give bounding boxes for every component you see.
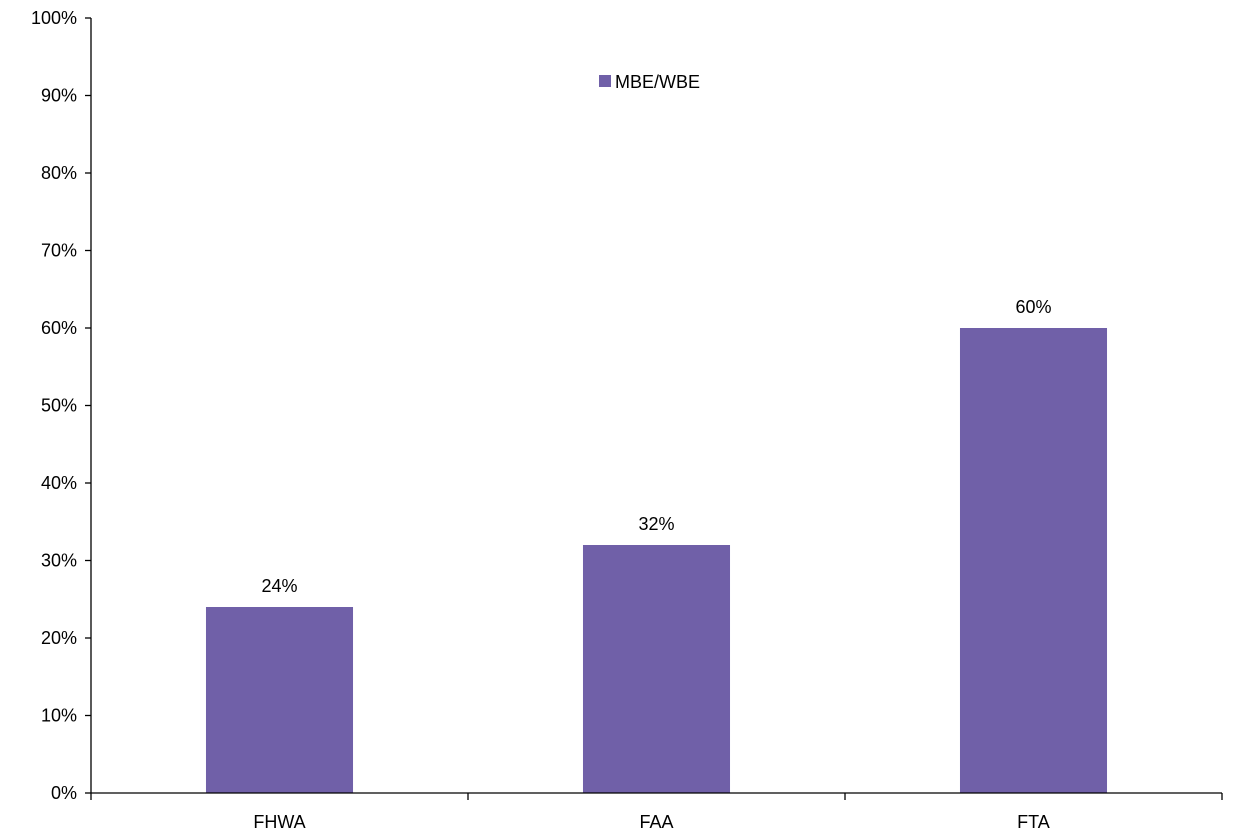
- y-tick-label: 70%: [41, 241, 77, 261]
- bar-value-label: 60%: [1015, 297, 1051, 317]
- y-tick-label: 100%: [31, 8, 77, 28]
- y-tick-label: 20%: [41, 628, 77, 648]
- x-tick-label: FAA: [639, 812, 673, 832]
- y-tick-label: 10%: [41, 706, 77, 726]
- bar: [582, 545, 731, 793]
- x-axis: FHWA FAA FTA: [90, 792, 1223, 832]
- y-tick-label: 50%: [41, 396, 77, 416]
- legend: MBE/WBE: [599, 72, 700, 92]
- y-tick-label: 30%: [41, 551, 77, 571]
- bar: [959, 328, 1108, 793]
- bar-value-label: 24%: [261, 576, 297, 596]
- y-axis: 0% 10% 20% 30% 40% 50% 60% 70% 80% 90% 100%: [31, 8, 92, 803]
- legend-label: MBE/WBE: [615, 72, 700, 92]
- x-tick-label: FHWA: [253, 812, 305, 832]
- x-tick-label: FTA: [1017, 812, 1050, 832]
- bar-value-label: 32%: [638, 514, 674, 534]
- bar: [205, 607, 354, 793]
- y-tick-label: 0%: [51, 783, 77, 803]
- y-tick-label: 40%: [41, 473, 77, 493]
- y-tick-label: 90%: [41, 86, 77, 106]
- y-tick-label: 80%: [41, 163, 77, 183]
- legend-swatch: [599, 75, 611, 87]
- bars-group: [205, 328, 1108, 793]
- data-labels-group: 24% 32% 60%: [261, 297, 1051, 596]
- y-tick-label: 60%: [41, 318, 77, 338]
